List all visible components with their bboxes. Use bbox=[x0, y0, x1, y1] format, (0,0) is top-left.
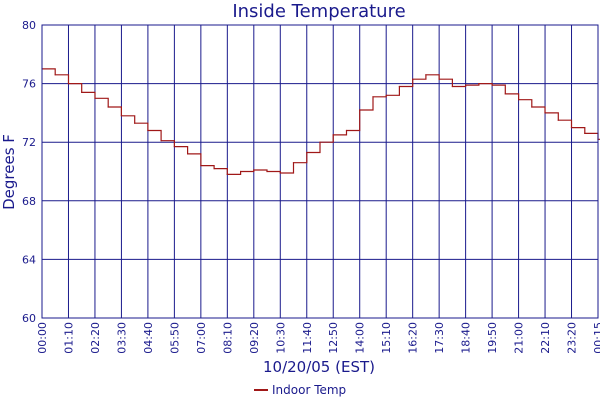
series-line-indoor-temp bbox=[42, 68, 600, 175]
x-tick-label: 16:20 bbox=[407, 322, 420, 354]
data-point bbox=[306, 151, 308, 154]
data-point bbox=[54, 74, 56, 76]
x-tick-label: 00:15 bbox=[592, 322, 600, 354]
data-point bbox=[345, 129, 348, 132]
chart-title: Inside Temperature bbox=[232, 1, 405, 22]
x-tick-label: 15:10 bbox=[380, 322, 393, 354]
y-axis-label: Degrees F bbox=[0, 134, 18, 210]
x-tick-label: 02:20 bbox=[89, 322, 102, 354]
data-point bbox=[398, 85, 400, 88]
x-tick-label: 10:30 bbox=[274, 322, 287, 354]
data-point bbox=[451, 85, 453, 88]
x-tick-label: 01:10 bbox=[62, 322, 75, 354]
chart-grid bbox=[41, 24, 599, 319]
data-point bbox=[213, 168, 215, 170]
data-point bbox=[425, 74, 427, 76]
data-point bbox=[504, 93, 506, 95]
data-point bbox=[478, 83, 480, 85]
data-point bbox=[438, 78, 440, 80]
data-point bbox=[253, 169, 255, 171]
data-point bbox=[491, 84, 493, 86]
x-tick-label: 00:00 bbox=[36, 322, 49, 354]
data-point bbox=[107, 106, 109, 108]
data-point bbox=[292, 162, 295, 164]
data-point bbox=[67, 83, 70, 85]
data-point bbox=[200, 165, 202, 167]
data-point bbox=[570, 127, 573, 129]
series-layer bbox=[41, 68, 600, 175]
x-tick-label: 18:40 bbox=[460, 322, 473, 354]
data-point bbox=[226, 173, 228, 175]
data-point bbox=[147, 129, 149, 132]
data-point bbox=[359, 109, 361, 111]
y-tick-label: 68 bbox=[22, 195, 36, 208]
data-point bbox=[134, 122, 136, 124]
data-point bbox=[240, 170, 242, 173]
x-tick-label: 22:10 bbox=[539, 322, 552, 354]
data-point bbox=[187, 153, 189, 155]
y-axis-ticks: 60 64 68 72 76 80 bbox=[22, 19, 36, 325]
x-tick-label: 14:00 bbox=[354, 322, 367, 354]
x-tick-label: 07:00 bbox=[195, 322, 208, 354]
data-point bbox=[173, 146, 175, 148]
legend-label-indoor-temp: Indoor Temp bbox=[272, 383, 346, 397]
data-point bbox=[372, 96, 374, 98]
data-point bbox=[584, 132, 586, 134]
x-axis-label: 10/20/05 (EST) bbox=[263, 358, 375, 376]
x-tick-label: 03:30 bbox=[115, 322, 128, 354]
plot-frame bbox=[41, 24, 599, 319]
data-point bbox=[385, 94, 387, 96]
data-point bbox=[266, 170, 268, 173]
x-tick-label: 09:20 bbox=[248, 322, 261, 354]
data-point bbox=[518, 99, 520, 101]
x-tick-label: 04:40 bbox=[142, 322, 155, 354]
data-point bbox=[412, 78, 414, 80]
y-tick-label: 76 bbox=[22, 78, 36, 91]
data-point bbox=[120, 115, 122, 117]
x-axis-ticks: 00:00 01:10 02:20 03:30 04:40 05:50 07:00 08:10… bbox=[36, 322, 600, 354]
legend: Indoor Temp bbox=[254, 383, 346, 397]
data-point bbox=[332, 134, 334, 136]
x-tick-label: 21:00 bbox=[513, 322, 526, 354]
data-point bbox=[160, 140, 162, 142]
data-point bbox=[531, 106, 533, 108]
data-point bbox=[81, 91, 83, 93]
y-tick-label: 80 bbox=[22, 19, 36, 32]
y-tick-label: 72 bbox=[22, 136, 36, 149]
x-tick-label: 08:10 bbox=[221, 322, 234, 354]
x-tick-label: 19:50 bbox=[486, 322, 499, 354]
x-tick-label: 05:50 bbox=[168, 322, 181, 354]
x-tick-label: 17:30 bbox=[433, 322, 446, 354]
data-point bbox=[279, 172, 281, 174]
x-tick-label: 11:40 bbox=[301, 322, 314, 354]
data-point bbox=[544, 112, 546, 114]
data-point bbox=[465, 84, 467, 86]
data-point bbox=[94, 97, 96, 99]
y-tick-label: 60 bbox=[22, 312, 36, 325]
data-point bbox=[319, 141, 321, 143]
x-tick-label: 12:50 bbox=[327, 322, 340, 354]
data-point bbox=[557, 119, 559, 121]
x-tick-label: 23:20 bbox=[566, 322, 579, 354]
y-tick-label: 64 bbox=[22, 253, 36, 266]
